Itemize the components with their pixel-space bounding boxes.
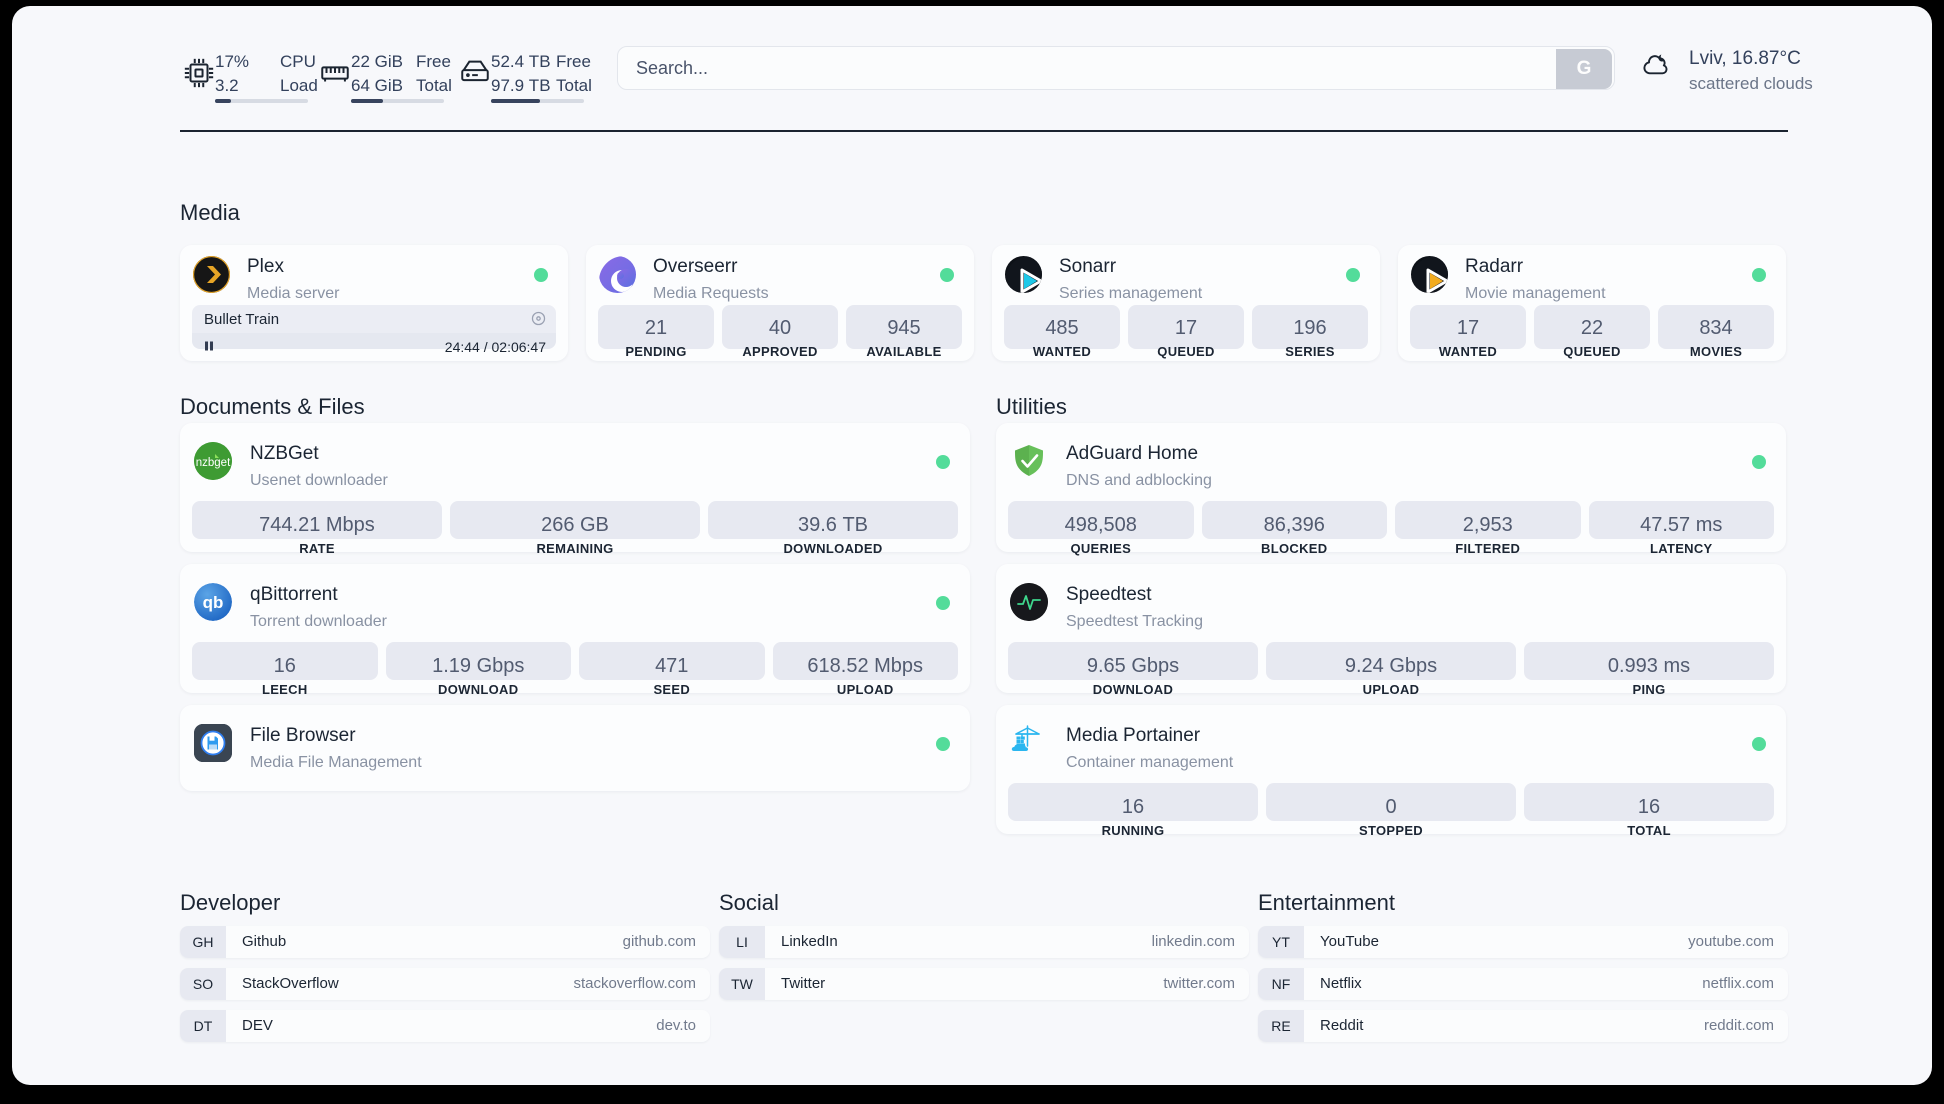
svg-text:qb: qb <box>203 593 224 612</box>
svg-text:nzbget: nzbget <box>196 457 231 469</box>
